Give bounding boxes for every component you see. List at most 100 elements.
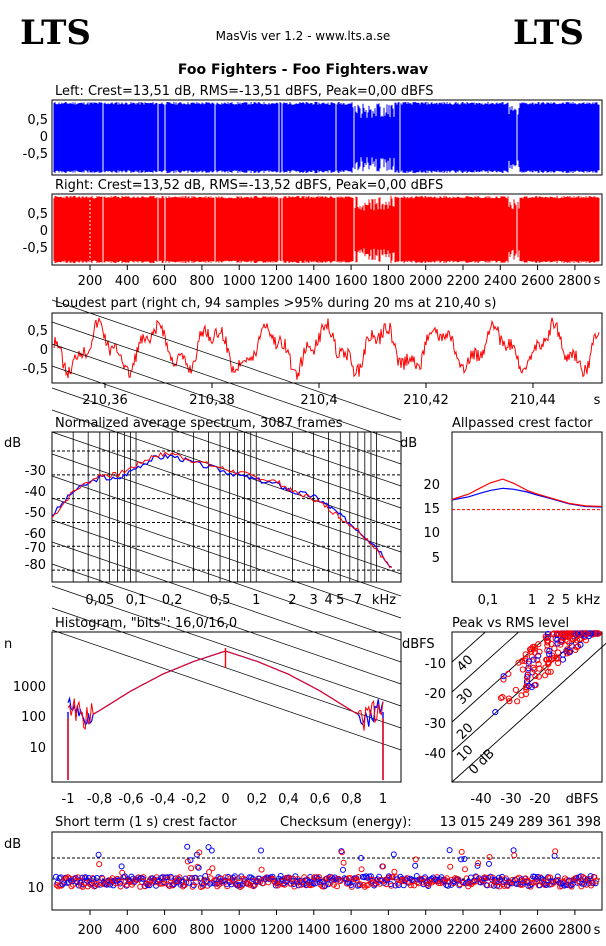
peakrms-point xyxy=(531,645,539,652)
shortterm-point-right xyxy=(547,874,554,881)
time-tick-label: 2800 xyxy=(558,923,591,938)
shortterm-point-right xyxy=(355,874,362,880)
time-tick-label: 600 xyxy=(152,923,177,938)
shortterm-point-left xyxy=(486,860,492,867)
peakrms-point xyxy=(545,660,552,668)
shortterm-x-unit: s xyxy=(594,923,601,938)
peakrms-diagonal xyxy=(451,631,519,693)
shortterm-point-right xyxy=(188,865,195,872)
loudest-frame xyxy=(51,312,603,384)
peakrms-point xyxy=(497,695,505,702)
shortterm-point-right xyxy=(96,861,103,868)
loudest-title: Loudest part (right ch, 94 samples >95% … xyxy=(55,296,496,311)
shortterm-point-left xyxy=(390,851,397,858)
shortterm-point-right xyxy=(175,875,181,882)
spectrum-tick-label: 5 xyxy=(336,593,344,608)
spectrum-slope xyxy=(51,629,402,751)
peakrms-point xyxy=(544,637,552,644)
spectrum-ylabel: dB xyxy=(4,436,21,451)
st-ytick-1: 10 xyxy=(27,881,44,896)
shortterm-point-right xyxy=(593,877,600,884)
peakrms-point xyxy=(524,673,531,680)
peakrms-point xyxy=(546,647,553,655)
shortterm-x-ticks: 200 400 600 800 1000 1200 1400 1600 1800 2000 2200… xyxy=(78,910,591,938)
shortterm-point-right xyxy=(183,879,190,886)
shortterm-point-left xyxy=(412,862,419,869)
spectrum-panel: -30 -40 -50 -60 -70 -80 0,05 0,1 0,2 0,5 1 2 3… xyxy=(25,299,402,751)
left-frame xyxy=(51,99,603,176)
shortterm-point-left xyxy=(205,844,212,851)
histogram-panel: 1000 100 10 -1 -0,8 -0,6 -0,4 -0,2 0 0,2 0,4 0,6… xyxy=(13,631,402,807)
shortterm-point-right xyxy=(214,883,221,890)
spectrum-tick-label: 0,2 xyxy=(162,593,183,608)
crest-title: Allpassed crest factor xyxy=(452,416,593,431)
shortterm-point-right xyxy=(179,883,186,890)
hist-ytick-2: 100 xyxy=(21,710,46,725)
time-tick-label: 1600 xyxy=(335,274,368,289)
crest-ytick-1: 20 xyxy=(423,478,440,493)
shortterm-point-right xyxy=(411,882,418,889)
crest-x-unit: kHz xyxy=(576,593,600,608)
peakrms-point xyxy=(574,630,582,637)
peakrms-line-label: 40 xyxy=(454,653,476,675)
peakrms-point xyxy=(563,630,570,637)
crest-xtick-3: 2 xyxy=(547,593,555,608)
time-tick-label: 1600 xyxy=(335,923,368,938)
left-waveform-panel: 0,5 0 -0,5 xyxy=(23,99,603,176)
pr-ytick-1: -10 xyxy=(425,657,446,672)
peakrms-point xyxy=(536,648,543,655)
shortterm-point-left xyxy=(543,881,550,888)
peakrms-point xyxy=(548,640,555,648)
shortterm-point-right xyxy=(206,869,213,875)
shortterm-point-left xyxy=(248,874,255,881)
shortterm-point-left xyxy=(422,874,428,881)
shortterm-point-left xyxy=(458,856,465,863)
shortterm-point-left xyxy=(117,880,123,887)
spectrum-slope xyxy=(51,475,402,597)
peakrms-point xyxy=(560,634,567,642)
peakrms-point xyxy=(554,649,562,656)
shortterm-point-right xyxy=(242,876,249,883)
crest-ytick-4: 5 xyxy=(432,551,440,566)
peakrms-line-label: 30 xyxy=(454,686,476,708)
shortterm-point-left xyxy=(445,882,451,889)
shortterm-point-left xyxy=(446,847,453,854)
right-title: Right: Crest=13,52 dB, RMS=-13,52 dBFS, … xyxy=(55,178,443,193)
crest-frame xyxy=(451,431,603,583)
spec-ytick-1: -30 xyxy=(25,464,46,479)
shortterm-point-left xyxy=(230,874,237,881)
spectrum-right-line xyxy=(51,451,392,568)
crest-ytick-2: 15 xyxy=(423,502,440,517)
shortterm-point-right xyxy=(194,863,201,870)
pr-xtick-3: -20 xyxy=(529,792,550,807)
peakrms-point xyxy=(519,666,526,673)
time-tick-label: 1000 xyxy=(223,274,256,289)
loudest-x-unit: s xyxy=(594,393,601,408)
shortterm-point-left xyxy=(79,874,86,881)
right-ytick-2: 0 xyxy=(40,224,48,239)
peakrms-point xyxy=(535,661,542,668)
time-tick-label: 2600 xyxy=(521,274,554,289)
shortterm-point-right xyxy=(60,878,67,885)
peakrms-point xyxy=(557,641,564,648)
peakrms-point xyxy=(549,631,556,638)
peakrms-point xyxy=(564,637,571,645)
spectrum-slope xyxy=(51,519,402,641)
peakrms-point xyxy=(525,665,532,672)
spectrum-slope xyxy=(51,299,402,421)
hist-ytick-3: 10 xyxy=(29,741,46,756)
spec-ytick-5: -70 xyxy=(25,541,46,556)
spectrum-slope xyxy=(51,431,402,553)
shortterm-point-right xyxy=(168,875,175,882)
shortterm-point-left xyxy=(203,879,210,885)
left-waveform xyxy=(53,101,600,174)
shortterm-point-right xyxy=(170,882,176,889)
peakrms-point xyxy=(525,660,532,667)
peakrms-point xyxy=(542,672,549,679)
shortterm-point-right xyxy=(486,854,493,860)
peakrms-point xyxy=(505,670,512,678)
peakrms-point xyxy=(594,630,601,637)
pr-xtick-1: -40 xyxy=(470,792,491,807)
shortterm-point-left xyxy=(90,875,97,882)
